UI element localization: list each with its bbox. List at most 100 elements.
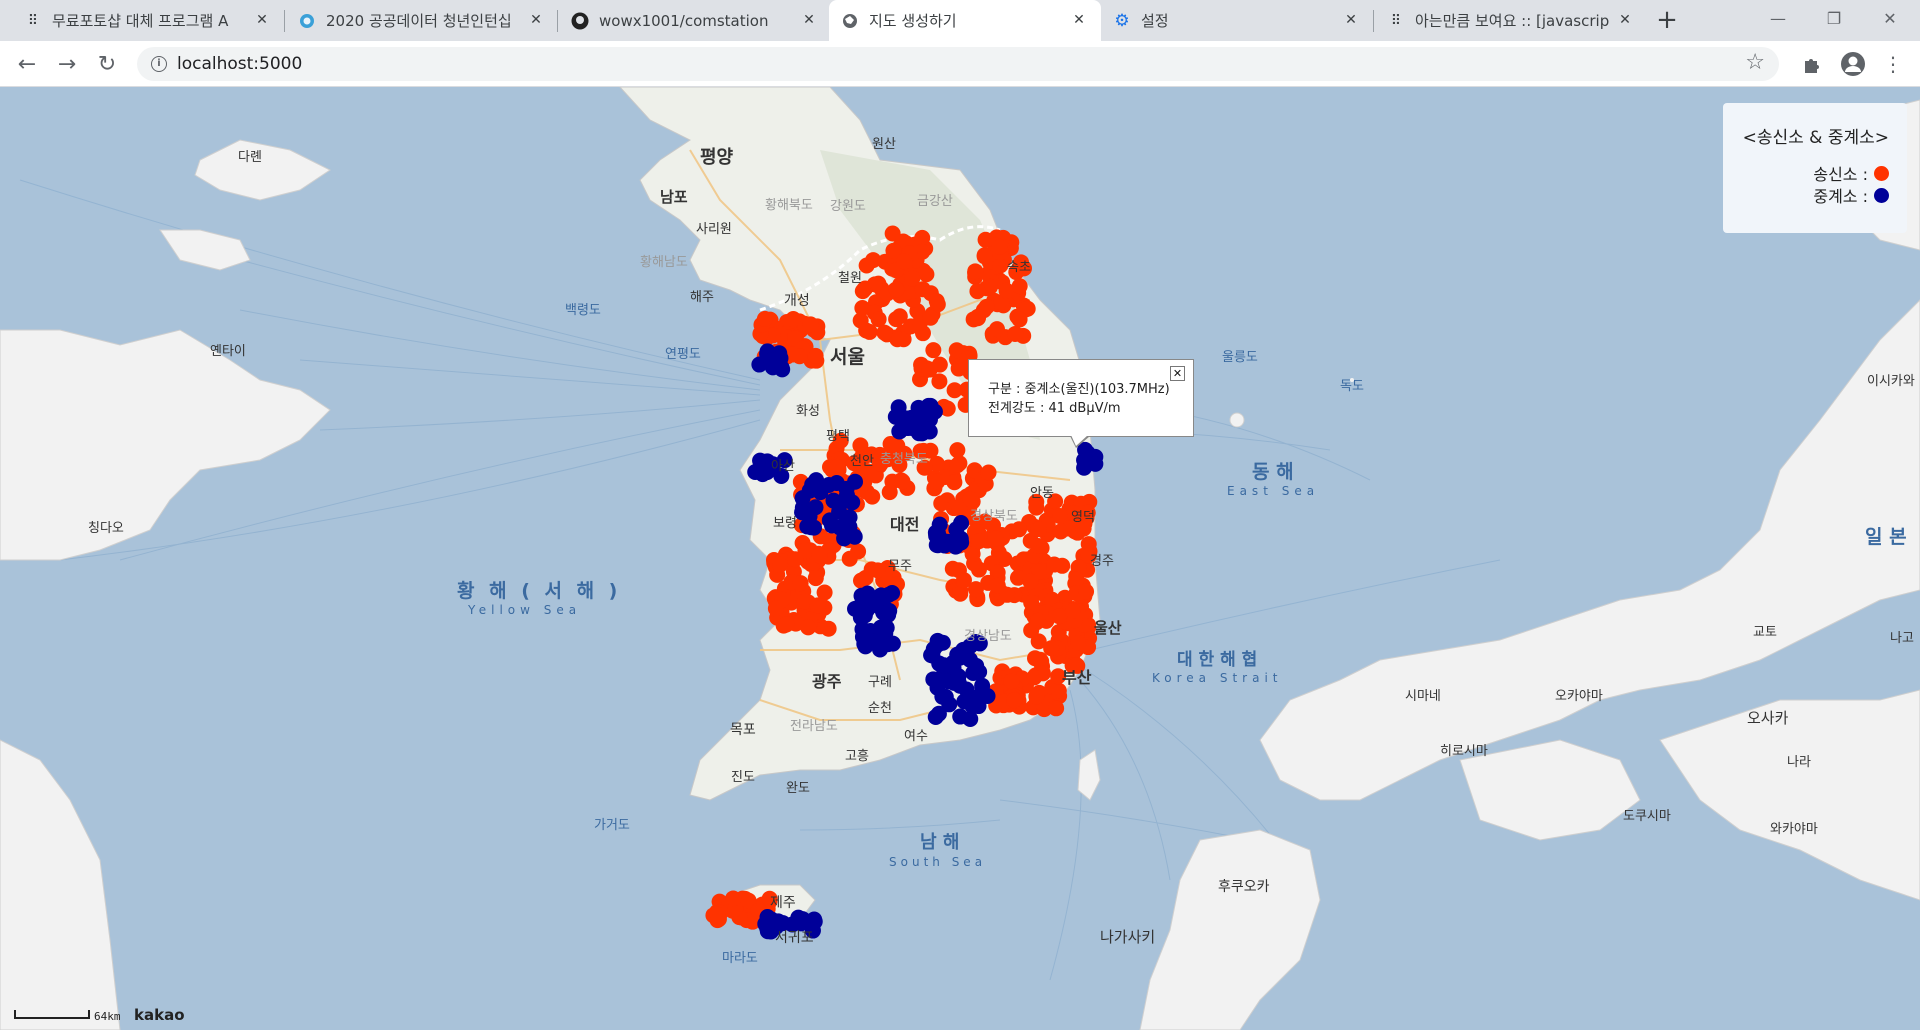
transmitter-marker[interactable] xyxy=(797,542,814,559)
repeater-marker[interactable] xyxy=(928,536,945,553)
repeater-marker[interactable] xyxy=(884,635,901,652)
transmitter-marker[interactable] xyxy=(891,456,908,473)
repeater-marker[interactable] xyxy=(838,487,855,504)
transmitter-marker[interactable] xyxy=(870,311,887,328)
transmitter-marker[interactable] xyxy=(951,499,968,516)
repeater-marker[interactable] xyxy=(847,473,864,490)
transmitter-marker[interactable] xyxy=(896,253,913,270)
transmitter-marker[interactable] xyxy=(1022,573,1039,590)
transmitter-marker[interactable] xyxy=(989,564,1006,581)
transmitter-marker[interactable] xyxy=(889,331,906,348)
transmitter-marker[interactable] xyxy=(998,282,1015,299)
repeater-marker[interactable] xyxy=(804,922,821,939)
transmitter-marker[interactable] xyxy=(914,229,931,246)
transmitter-marker[interactable] xyxy=(916,459,933,476)
transmitter-marker[interactable] xyxy=(1011,278,1028,295)
transmitter-marker[interactable] xyxy=(1009,569,1026,586)
close-icon[interactable]: ✕ xyxy=(1619,12,1631,28)
transmitter-marker[interactable] xyxy=(785,311,802,328)
transmitter-marker[interactable] xyxy=(949,457,966,474)
transmitter-marker[interactable] xyxy=(952,585,969,602)
close-icon[interactable]: ✕ xyxy=(1345,12,1357,28)
transmitter-marker[interactable] xyxy=(1011,521,1028,538)
bookmark-star-icon[interactable]: ☆ xyxy=(1745,50,1765,75)
repeater-marker[interactable] xyxy=(941,696,958,713)
transmitter-marker[interactable] xyxy=(1047,493,1064,510)
transmitter-marker[interactable] xyxy=(796,593,813,610)
reload-button[interactable]: ↻ xyxy=(97,51,117,77)
transmitter-marker[interactable] xyxy=(764,327,781,344)
transmitter-marker[interactable] xyxy=(709,906,726,923)
repeater-marker[interactable] xyxy=(821,512,838,529)
restore-button[interactable]: ❐ xyxy=(1826,8,1842,28)
transmitter-marker[interactable] xyxy=(792,575,809,592)
transmitter-marker[interactable] xyxy=(820,620,837,637)
transmitter-marker[interactable] xyxy=(988,321,1005,338)
repeater-marker[interactable] xyxy=(925,640,942,657)
station-markers[interactable] xyxy=(0,87,1920,1030)
repeater-marker[interactable] xyxy=(931,655,948,672)
repeater-marker[interactable] xyxy=(970,691,987,708)
repeater-marker[interactable] xyxy=(773,467,790,484)
transmitter-marker[interactable] xyxy=(885,242,902,259)
transmitter-marker[interactable] xyxy=(802,316,819,333)
profile-avatar-icon[interactable] xyxy=(1838,49,1868,79)
transmitter-marker[interactable] xyxy=(816,584,833,601)
transmitter-marker[interactable] xyxy=(925,342,942,359)
tab-1[interactable]: ⠿ 무료포토샵 대체 프로그램 A ✕ xyxy=(12,0,284,41)
repeater-marker[interactable] xyxy=(951,649,968,666)
transmitter-marker[interactable] xyxy=(761,890,778,907)
transmitter-marker[interactable] xyxy=(832,432,849,449)
tab-4-active[interactable]: 지도 생성하기 ✕ xyxy=(829,0,1101,41)
transmitter-marker[interactable] xyxy=(807,570,824,587)
transmitter-marker[interactable] xyxy=(928,455,945,472)
repeater-marker[interactable] xyxy=(884,585,901,602)
transmitter-marker[interactable] xyxy=(854,283,871,300)
transmitter-marker[interactable] xyxy=(1026,669,1043,686)
transmitter-marker[interactable] xyxy=(969,308,986,325)
transmitter-marker[interactable] xyxy=(1030,521,1047,538)
transmitter-marker[interactable] xyxy=(889,437,906,454)
transmitter-marker[interactable] xyxy=(829,458,846,475)
transmitter-marker[interactable] xyxy=(1064,602,1081,619)
transmitter-marker[interactable] xyxy=(869,562,886,579)
transmitter-marker[interactable] xyxy=(1069,634,1086,651)
transmitter-marker[interactable] xyxy=(1028,499,1045,516)
repeater-marker[interactable] xyxy=(812,484,829,501)
transmitter-marker[interactable] xyxy=(1065,505,1082,522)
transmitter-marker[interactable] xyxy=(857,569,874,586)
repeater-marker[interactable] xyxy=(950,668,967,685)
transmitter-marker[interactable] xyxy=(976,248,993,265)
transmitter-marker[interactable] xyxy=(1006,692,1023,709)
transmitter-marker[interactable] xyxy=(1030,538,1047,555)
transmitter-marker[interactable] xyxy=(944,560,961,577)
transmitter-marker[interactable] xyxy=(980,464,997,481)
repeater-marker[interactable] xyxy=(794,504,811,521)
transmitter-marker[interactable] xyxy=(1070,559,1087,576)
transmitter-marker[interactable] xyxy=(918,266,935,283)
close-window-button[interactable]: ✕ xyxy=(1883,8,1897,28)
address-bar[interactable]: i localhost:5000 ☆ xyxy=(137,47,1779,81)
transmitter-marker[interactable] xyxy=(872,455,889,472)
transmitter-marker[interactable] xyxy=(894,473,911,490)
transmitter-marker[interactable] xyxy=(999,586,1016,603)
map-canvas[interactable]: 다롄 옌타이 칭다오 평양 남포 사리원 원산 해주 개성 서울 철원 속초 화… xyxy=(0,87,1920,1030)
transmitter-marker[interactable] xyxy=(1043,640,1060,657)
repeater-marker[interactable] xyxy=(901,418,918,435)
close-icon[interactable]: ✕ xyxy=(1073,12,1085,28)
transmitter-marker[interactable] xyxy=(841,550,858,567)
repeater-marker[interactable] xyxy=(765,456,782,473)
transmitter-marker[interactable] xyxy=(1003,673,1020,690)
repeater-marker[interactable] xyxy=(792,915,809,932)
repeater-marker[interactable] xyxy=(967,634,984,651)
repeater-marker[interactable] xyxy=(854,621,871,638)
menu-dots-icon[interactable]: ⋮ xyxy=(1883,52,1903,76)
repeater-marker[interactable] xyxy=(952,708,969,725)
transmitter-marker[interactable] xyxy=(756,310,773,327)
repeater-marker[interactable] xyxy=(763,912,780,929)
repeater-marker[interactable] xyxy=(925,671,942,688)
transmitter-marker[interactable] xyxy=(948,342,965,359)
transmitter-marker[interactable] xyxy=(962,491,979,508)
transmitter-marker[interactable] xyxy=(1007,325,1024,342)
transmitter-marker[interactable] xyxy=(1080,547,1097,564)
